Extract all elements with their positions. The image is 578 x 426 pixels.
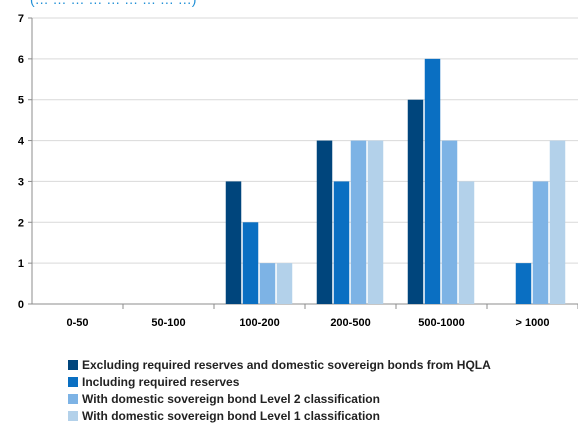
x-tick-label: 500-1000 — [418, 317, 465, 329]
legend-item-series-1: Excluding required reserves and domestic… — [68, 356, 491, 373]
legend-label-series-4: With domestic sovereign bond Level 1 cla… — [82, 408, 380, 423]
y-tick-label: 3 — [18, 176, 24, 188]
bar — [367, 140, 384, 304]
bar — [549, 140, 566, 304]
y-tick-label: 5 — [18, 95, 24, 107]
legend-label-series-2: Including required reserves — [82, 374, 240, 389]
legend-item-series-4: With domestic sovereign bond Level 1 cla… — [68, 407, 491, 424]
bar — [333, 181, 350, 304]
legend-swatch-series-4 — [68, 410, 78, 421]
bar — [441, 140, 458, 304]
x-tick-label: 50-100 — [151, 317, 185, 329]
bar-chart: 0 1 2 3 4 5 6 7 0-50 50-100 100-200 200-500 500-1000… — [18, 13, 578, 329]
y-tick-label: 0 — [18, 299, 24, 311]
y-tick-label: 7 — [18, 13, 24, 25]
y-tick-label: 1 — [18, 258, 24, 270]
bar — [225, 181, 242, 304]
bar — [242, 222, 259, 304]
bar — [532, 181, 549, 304]
legend-label-series-1: Excluding required reserves and domestic… — [82, 357, 491, 372]
x-tick-label: > 1000 — [516, 317, 550, 329]
y-tick-label: 4 — [18, 136, 25, 148]
bar — [515, 263, 532, 304]
bar — [276, 263, 293, 304]
chart-legend: Excluding required reserves and domestic… — [68, 356, 491, 424]
y-tick-label: 6 — [18, 54, 24, 66]
legend-item-series-3: With domestic sovereign bond Level 2 cla… — [68, 390, 491, 407]
x-tick-label: 0-50 — [66, 317, 88, 329]
bar — [259, 263, 276, 304]
x-tick-label: 200-500 — [330, 317, 370, 329]
y-tick-label: 2 — [18, 217, 24, 229]
bar — [424, 58, 441, 304]
legend-swatch-series-3 — [68, 393, 78, 404]
bar — [350, 140, 367, 304]
legend-label-series-3: With domestic sovereign bond Level 2 cla… — [82, 391, 380, 406]
chart-title-fragment: (… … … … … … … … …) — [30, 0, 196, 7]
bar — [458, 181, 475, 304]
x-tick-label: 100-200 — [239, 317, 279, 329]
legend-item-series-2: Including required reserves — [68, 373, 491, 390]
bar — [316, 140, 333, 304]
legend-swatch-series-2 — [68, 376, 78, 387]
bar — [407, 99, 424, 304]
legend-swatch-series-1 — [68, 359, 78, 370]
